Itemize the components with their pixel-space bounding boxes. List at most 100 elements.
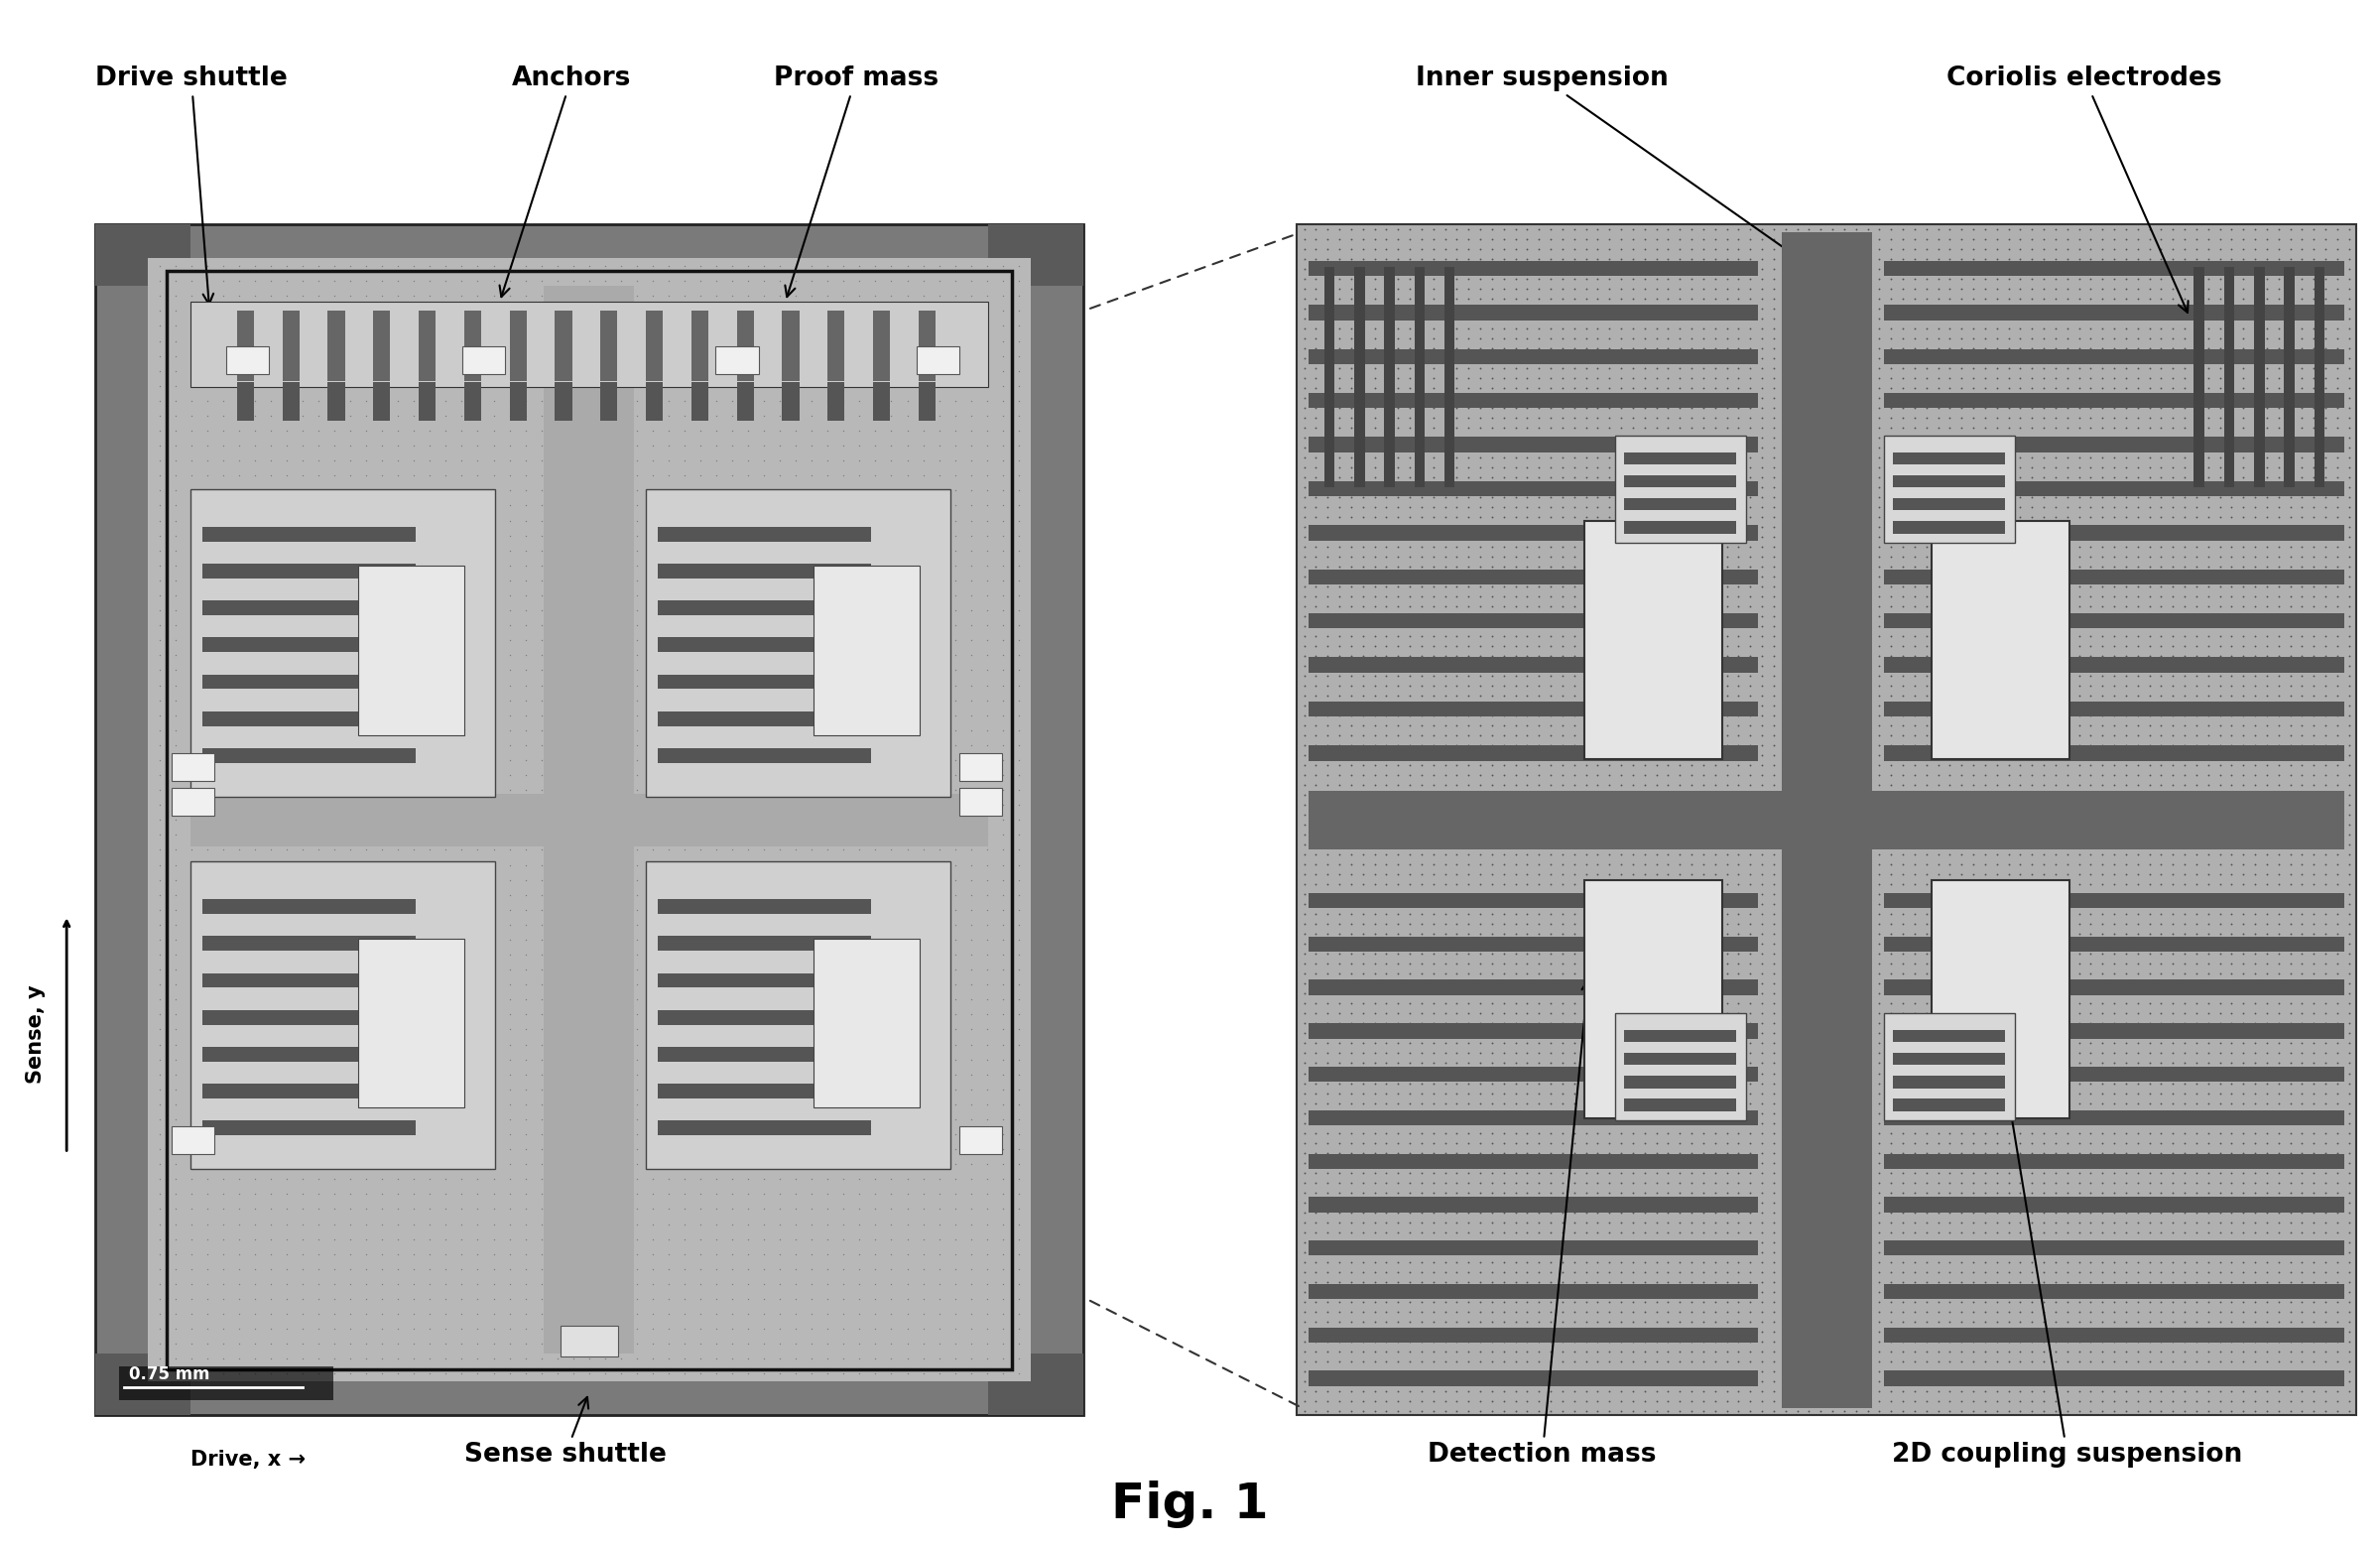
Point <box>1497 1299 1535 1324</box>
Point <box>2294 1149 2332 1174</box>
Point <box>2025 1180 2063 1205</box>
Point <box>490 1182 528 1207</box>
Point <box>1906 733 1944 758</box>
Point <box>507 359 545 384</box>
Point <box>1861 237 1899 261</box>
Point <box>1978 882 2016 907</box>
Point <box>1649 1279 1687 1304</box>
Point <box>1673 385 1711 410</box>
Point <box>1697 1111 1735 1135</box>
Point <box>267 1346 305 1371</box>
Point <box>267 433 305 458</box>
Point <box>1614 1309 1652 1334</box>
Point <box>1414 931 1452 956</box>
Point <box>395 388 433 413</box>
Point <box>1321 336 1359 360</box>
Point <box>1802 1180 1840 1205</box>
Point <box>2282 623 2320 648</box>
Point <box>1825 1358 1864 1383</box>
Point <box>1673 475 1711 500</box>
Point <box>1378 306 1416 331</box>
Point <box>745 882 783 907</box>
Point <box>983 1016 1021 1041</box>
Point <box>1590 1001 1628 1026</box>
Point <box>1566 704 1604 729</box>
Point <box>2225 226 2263 251</box>
Point <box>1918 644 1956 668</box>
Point <box>171 538 209 563</box>
Point <box>762 523 800 548</box>
Point <box>412 507 450 532</box>
Point <box>1697 1239 1735 1264</box>
Point <box>1709 1289 1747 1313</box>
Point <box>935 1197 973 1222</box>
Point <box>1438 753 1476 778</box>
Point <box>1602 495 1640 520</box>
Point <box>1766 893 1804 917</box>
Point <box>2037 286 2075 311</box>
Point <box>1545 1200 1583 1225</box>
Point <box>2071 1170 2109 1194</box>
Point <box>1730 614 1768 639</box>
Point <box>1966 664 2004 688</box>
Point <box>1614 1120 1652 1145</box>
Point <box>1390 385 1428 410</box>
Point <box>921 1316 959 1341</box>
Point <box>2071 902 2109 927</box>
Point <box>1966 1200 2004 1225</box>
Point <box>633 1197 671 1222</box>
Point <box>1802 565 1840 589</box>
Point <box>633 388 671 413</box>
Point <box>1345 1170 1383 1194</box>
Point <box>490 1316 528 1341</box>
Point <box>1438 1230 1476 1255</box>
Point <box>507 1346 545 1371</box>
Point <box>1990 1180 2028 1205</box>
Point <box>1402 226 1440 251</box>
Point <box>1966 1378 2004 1403</box>
Point <box>2002 396 2040 421</box>
Point <box>1602 515 1640 540</box>
Point <box>1754 515 1792 540</box>
Point <box>1461 1021 1499 1046</box>
Point <box>1990 356 2028 381</box>
Point <box>2002 763 2040 787</box>
Point <box>728 1227 766 1252</box>
Point <box>904 554 942 579</box>
Point <box>2330 1210 2368 1235</box>
Point <box>1754 1091 1792 1115</box>
Point <box>1357 585 1395 610</box>
Point <box>2106 1369 2144 1394</box>
Point <box>1402 545 1440 569</box>
Point <box>745 673 783 698</box>
Point <box>2247 425 2285 450</box>
Point <box>585 554 624 579</box>
Point <box>2247 1180 2285 1205</box>
Point <box>2178 277 2216 302</box>
Point <box>762 1137 800 1162</box>
Point <box>2094 1050 2132 1075</box>
Point <box>1321 565 1359 589</box>
Point <box>1426 316 1464 340</box>
Point <box>1626 893 1664 917</box>
Point <box>2130 1140 2168 1165</box>
Point <box>1661 295 1699 320</box>
Point <box>2247 783 2285 808</box>
Point <box>1566 832 1604 857</box>
Point <box>1390 951 1428 976</box>
Point <box>1661 653 1699 678</box>
Point <box>2130 1200 2168 1225</box>
Point <box>921 958 959 982</box>
Point <box>1930 931 1968 956</box>
Point <box>1614 1030 1652 1055</box>
Point <box>2237 1111 2275 1135</box>
Point <box>619 644 657 668</box>
Point <box>714 657 752 682</box>
Point <box>1378 1338 1416 1363</box>
Point <box>1873 484 1911 509</box>
Point <box>1709 504 1747 529</box>
Point <box>1321 405 1359 430</box>
Point <box>888 1242 926 1267</box>
Point <box>952 718 990 743</box>
Point <box>1802 753 1840 778</box>
